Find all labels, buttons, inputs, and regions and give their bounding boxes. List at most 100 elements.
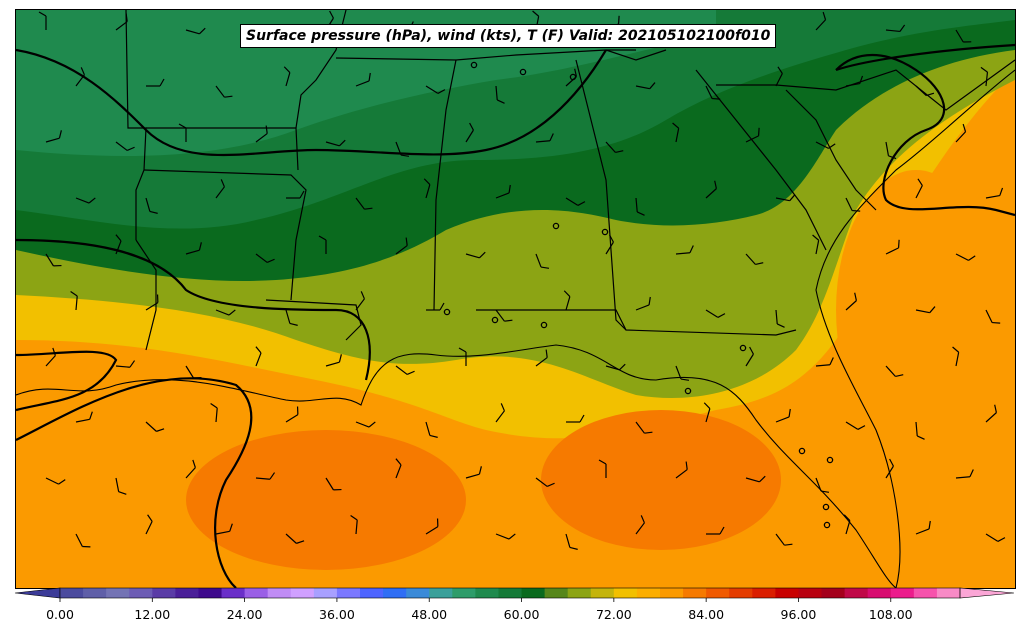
wind-barb-flag (400, 154, 410, 157)
map-title: Surface pressure (hPa), wind (kts), T (F… (240, 24, 777, 48)
wind-barb-flag (147, 514, 153, 522)
wind-barb (255, 346, 262, 367)
wind-barb-flag (577, 201, 586, 206)
wind-barb-flag (717, 313, 726, 318)
wind-barb-shaft (635, 304, 650, 311)
wind-barb-shaft (285, 309, 291, 324)
station-circle (491, 316, 499, 324)
colorbar-segment (267, 588, 292, 598)
wind-barb-flag (82, 545, 91, 548)
wind-barb-shaft (885, 465, 894, 479)
station-circle (739, 344, 747, 352)
wind-barb (535, 133, 554, 143)
wind-barb-shaft (355, 421, 370, 428)
wind-barb-flag (899, 24, 906, 32)
wind-barb (215, 85, 233, 98)
wind-barb-flag (852, 209, 861, 212)
wind-barb-flag (546, 482, 555, 487)
wind-barb (255, 253, 275, 263)
wind-barb-shaft (675, 365, 682, 380)
wind-barb (495, 309, 513, 322)
wind-barb-shaft (915, 528, 930, 535)
wind-barb-shaft (495, 410, 505, 423)
wind-barb (283, 66, 291, 87)
wind-barb-flag (329, 10, 334, 19)
wind-barb (565, 533, 578, 550)
wind-barb-flag (563, 290, 571, 297)
wind-barb-shaft (955, 29, 964, 43)
state-border (785, 89, 877, 211)
wind-barb-shaft (845, 82, 860, 87)
wind-barb-flag (478, 466, 482, 475)
wind-barb (815, 141, 836, 149)
colorbar-segment (452, 588, 476, 598)
wind-barb-shaft (775, 533, 785, 546)
wind-barb (145, 197, 158, 214)
wind-barb-flag (640, 515, 645, 524)
wind-barb-flag (644, 431, 653, 434)
wind-barb-shaft (395, 464, 402, 479)
wind-barb-flag (125, 13, 128, 22)
wind-barb-shaft (355, 298, 365, 311)
wind-barb (745, 475, 766, 483)
wind-barb-shaft (535, 477, 548, 487)
wind-barb (395, 365, 415, 375)
wind-barb (635, 515, 645, 535)
wind-barb (845, 75, 864, 87)
wind-barb-flag (820, 490, 830, 493)
wind-barb (145, 514, 153, 535)
wind-barb (605, 141, 624, 153)
wind-barb-flag (229, 523, 233, 532)
wind-barb (425, 421, 438, 438)
wind-barb (705, 309, 726, 318)
wind-barb-flag (843, 514, 851, 521)
wind-barb-flag (685, 461, 688, 470)
wind-barb (566, 414, 585, 423)
wind-barb-flag (118, 491, 127, 495)
wind-barb (675, 461, 688, 479)
wind-barb (115, 360, 136, 368)
wind-barb (635, 82, 656, 90)
wind-barb-shaft (255, 253, 268, 263)
colorbar-segment (198, 588, 223, 598)
wind-barb-shaft (635, 522, 645, 535)
wind-barb-flag (296, 406, 299, 415)
wind-barb-flag (406, 370, 415, 375)
wind-barb (952, 346, 960, 367)
wind-barb (775, 66, 783, 87)
colorbar-segment (683, 588, 707, 598)
wind-barb (146, 78, 165, 87)
wind-barb (955, 123, 967, 143)
wind-barb-shaft (395, 245, 408, 255)
colorbar-segment (406, 588, 430, 598)
wind-barb-flag (689, 245, 694, 254)
wind-barb-flag (479, 251, 486, 259)
wind-barb-shaft (285, 72, 291, 87)
wind-barb (815, 357, 834, 367)
colorbar-tick-label: 84.00 (688, 607, 725, 622)
wind-barb-shaft (145, 521, 153, 535)
wind-barb-shaft (745, 477, 760, 483)
colorbar-segment (498, 588, 523, 598)
wind-barb-shaft (325, 141, 340, 147)
wind-barb (955, 469, 974, 479)
wind-barb-flag (429, 434, 438, 438)
wind-barb-flag (776, 323, 785, 328)
wind-barb-shaft (885, 29, 900, 33)
wind-barb-flag (574, 68, 577, 77)
colorbar-tick-label: 72.00 (595, 607, 632, 622)
wind-barb (885, 239, 900, 255)
wind-barb-shaft (745, 353, 754, 367)
wind-barb-flag (266, 258, 275, 263)
wind-barb-flag (822, 11, 827, 20)
wind-barb-flag (997, 537, 1006, 542)
station-circle (540, 321, 548, 329)
colorbar-segment (221, 588, 246, 598)
state-border (265, 299, 362, 341)
wind-barb (285, 533, 305, 544)
wind-barb-shaft (985, 412, 997, 423)
wind-barb (355, 197, 373, 210)
state-border (335, 49, 636, 61)
wind-barb-shaft (115, 141, 128, 151)
wind-barb-flag (496, 99, 505, 104)
